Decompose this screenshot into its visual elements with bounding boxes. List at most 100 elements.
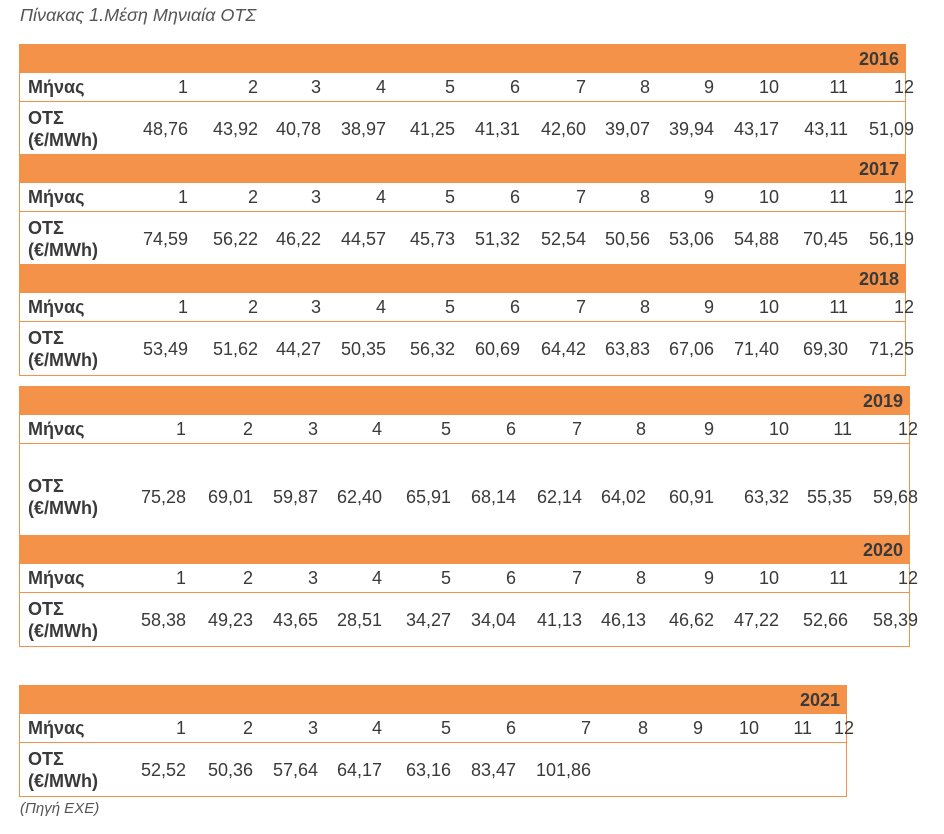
value-cell: 43,11	[804, 119, 848, 139]
month-cell: 10	[758, 77, 779, 97]
month-cell: 11	[829, 77, 848, 97]
value-cell: 68,14	[470, 487, 516, 507]
month-cell: 5	[444, 187, 455, 207]
ots-label-line2: (€/MWh)	[28, 130, 98, 150]
month-cell: 1	[177, 187, 188, 207]
month-cell: 10	[758, 568, 779, 588]
month-cell: 7	[571, 568, 582, 588]
year-label: 2019	[862, 391, 903, 411]
month-cell: 3	[307, 568, 318, 588]
value-cell: 101,86	[535, 760, 591, 780]
month-cell: 4	[371, 419, 382, 439]
value-cell: 60,91	[668, 487, 714, 507]
year-header: 2017	[20, 155, 905, 183]
year-label: 2020	[862, 540, 903, 560]
month-cell: 5	[444, 297, 455, 317]
value-cell: 49,23	[207, 610, 253, 630]
month-cell: 9	[703, 297, 714, 317]
month-row-label: Μήνας	[28, 297, 85, 317]
value-cell: 38,97	[340, 119, 386, 139]
value-cell: 62,14	[536, 487, 582, 507]
month-cell: 3	[310, 297, 321, 317]
month-cell: 2	[247, 187, 258, 207]
ots-label-line1: ΟΤΣ	[28, 328, 64, 348]
value-cell: 39,94	[668, 119, 714, 139]
value-cell: 47,22	[733, 610, 779, 630]
ots-label-line2: (€/MWh)	[28, 621, 98, 641]
value-cell: 71,25	[868, 339, 914, 359]
value-cell: 51,62	[212, 339, 258, 359]
value-cell: 75,28	[140, 487, 186, 507]
month-cell: 11	[833, 419, 852, 439]
value-cell: 43,92	[212, 119, 258, 139]
value-cell: 52,66	[802, 610, 848, 630]
month-row-label: Μήνας	[28, 568, 85, 588]
values-row: ΟΤΣ (€/MWh) 52,52 50,36 57,64 64,17 63,16 83,47…	[20, 742, 846, 798]
ots-row-label: ΟΤΣ (€/MWh)	[28, 217, 98, 261]
value-cell: 63,32	[743, 487, 789, 507]
ots-row-label: ΟΤΣ (€/MWh)	[28, 107, 98, 151]
months-row: Μήνας 1 2 3 4 5 6 7 8 9 10 11 12	[20, 73, 914, 102]
month-cell: 3	[310, 187, 321, 207]
values-row: ΟΤΣ (€/MWh) 74,59 56,22 46,22 44,57 45,73 51,32…	[20, 211, 914, 267]
month-cell: 10	[758, 297, 779, 317]
month-cell: 11	[829, 297, 848, 317]
value-cell: 56,32	[409, 339, 455, 359]
value-cell: 41,25	[409, 119, 455, 139]
month-cell: 7	[575, 77, 586, 97]
month-cell: 12	[893, 297, 914, 317]
months-row: Μήνας 1 2 3 4 5 6 7 8 9 10 11 12	[20, 415, 918, 444]
ots-label-line2: (€/MWh)	[28, 240, 98, 260]
ots-row-label: ΟΤΣ (€/MWh)	[28, 475, 98, 519]
value-cell: 55,35	[806, 487, 852, 507]
values-row: ΟΤΣ (€/MWh) 53,49 51,62 44,27 50,35 56,32 60,69…	[20, 321, 914, 377]
values-row: ΟΤΣ (€/MWh) 75,28 69,01 59,87 62,40 65,91 68,14…	[20, 443, 918, 551]
month-cell: 10	[758, 187, 779, 207]
year-table-2018: 2018 Μήνας 1 2 3 4 5 6 7 8 9 10 11 12 ΟΤΣ (€/MWh) 53,49 5…	[19, 264, 914, 377]
value-cell: 69,30	[802, 339, 848, 359]
value-cell: 64,02	[600, 487, 646, 507]
month-cell: 1	[177, 77, 188, 97]
value-cell: 41,13	[536, 610, 582, 630]
year-header: 2018	[20, 265, 905, 293]
month-cell: 8	[637, 718, 648, 738]
month-cell: 9	[703, 77, 714, 97]
month-cell: 1	[175, 568, 186, 588]
year-header: 2019	[20, 387, 909, 415]
year-table-2020: 2020 Μήνας 1 2 3 4 5 6 7 8 9 10 11 12 ΟΤΣ (€/MWh) 58,38 4…	[19, 535, 918, 648]
month-cell: 2	[247, 77, 258, 97]
month-cell: 5	[440, 718, 451, 738]
month-cell: 9	[703, 187, 714, 207]
ots-label-line1: ΟΤΣ	[28, 218, 64, 238]
source-note: (Πηγή ΕΧΕ)	[20, 800, 100, 817]
month-cell: 5	[444, 77, 455, 97]
table-caption: Πίνακας 1.Μέση Μηνιαία ΟΤΣ	[20, 5, 257, 25]
value-cell: 56,19	[868, 229, 914, 249]
value-cell: 39,07	[604, 119, 650, 139]
value-cell: 34,04	[470, 610, 516, 630]
months-row: Μήνας 1 2 3 4 5 6 7 8 9 10 11 12	[20, 564, 918, 593]
month-cell: 7	[580, 718, 591, 738]
month-row-label: Μήνας	[28, 419, 85, 439]
month-cell: 4	[375, 77, 386, 97]
ots-row-label: ΟΤΣ (€/MWh)	[28, 748, 98, 792]
value-cell: 71,40	[733, 339, 779, 359]
month-cell: 7	[571, 419, 582, 439]
values-row: ΟΤΣ (€/MWh) 58,38 49,23 43,65 28,51 34,27 34,04…	[20, 592, 918, 648]
value-cell: 42,60	[540, 119, 586, 139]
value-cell: 63,83	[604, 339, 650, 359]
value-cell: 51,32	[474, 229, 520, 249]
year-table-2019: 2019 Μήνας 1 2 3 4 5 6 7 8 9 10 11 12 ΟΤΣ (€/MWh) 75,28 6…	[19, 386, 918, 551]
value-cell: 52,52	[140, 760, 186, 780]
months-row: Μήνας 1 2 3 4 5 6 7 8 9 10 11 12	[20, 293, 914, 322]
month-cell: 2	[242, 568, 253, 588]
year-header: 2021	[20, 686, 846, 714]
value-cell: 65,91	[405, 487, 451, 507]
month-cell: 4	[371, 718, 382, 738]
month-cell: 11	[793, 718, 812, 738]
month-cell: 6	[505, 568, 516, 588]
month-cell: 7	[575, 297, 586, 317]
month-cell: 4	[375, 187, 386, 207]
month-cell: 10	[768, 419, 789, 439]
value-cell: 56,22	[212, 229, 258, 249]
